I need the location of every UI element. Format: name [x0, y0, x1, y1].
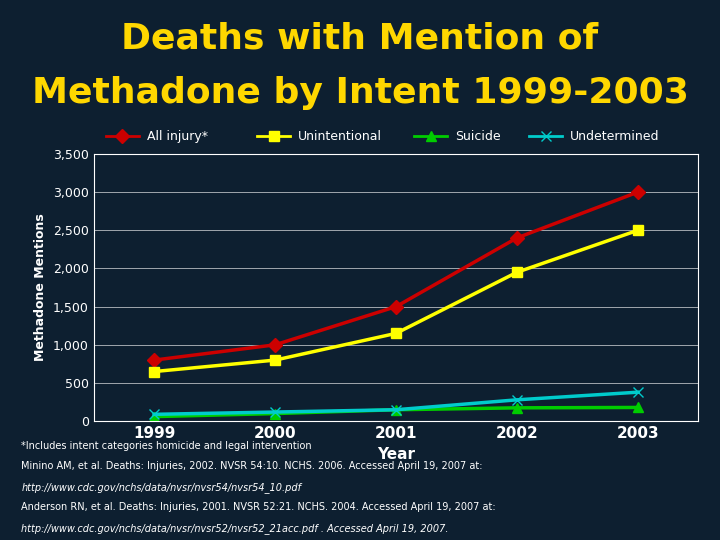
Suicide: [392, 407, 400, 413]
Suicide: [150, 414, 158, 420]
Text: Deaths with Mention of: Deaths with Mention of: [122, 21, 598, 55]
All injury*: [634, 189, 642, 195]
All injury*: [271, 342, 279, 348]
Text: Minino AM, et al. Deaths: Injuries, 2002. NVSR 54:10. NCHS. 2006. Accessed April: Minino AM, et al. Deaths: Injuries, 2002…: [22, 461, 483, 471]
Text: Methadone by Intent 1999-2003: Methadone by Intent 1999-2003: [32, 76, 688, 110]
Line: Suicide: Suicide: [149, 403, 643, 422]
Undetermined: [392, 407, 400, 413]
Unintentional: [392, 330, 400, 336]
Suicide: [634, 404, 642, 411]
Unintentional: [150, 368, 158, 375]
Undetermined: [634, 389, 642, 395]
Text: http://www.cdc.gov/nchs/data/nvsr/nvsr52/nvsr52_21acc.pdf . Accessed April 19, 2: http://www.cdc.gov/nchs/data/nvsr/nvsr52…: [22, 523, 449, 534]
Suicide: [271, 410, 279, 417]
Undetermined: [513, 396, 521, 403]
Line: Undetermined: Undetermined: [149, 387, 643, 419]
Suicide: [513, 404, 521, 411]
Y-axis label: Methadone Mentions: Methadone Mentions: [35, 214, 48, 361]
Text: Anderson RN, et al. Deaths: Injuries, 2001. NVSR 52:21. NCHS. 2004. Accessed Apr: Anderson RN, et al. Deaths: Injuries, 20…: [22, 502, 496, 512]
All injury*: [513, 235, 521, 241]
Unintentional: [271, 357, 279, 363]
Text: http://www.cdc.gov/nchs/data/nvsr/nvsr54/nvsr54_10.pdf: http://www.cdc.gov/nchs/data/nvsr/nvsr54…: [22, 482, 301, 492]
Unintentional: [513, 269, 521, 275]
Line: All injury*: All injury*: [149, 187, 643, 365]
Line: Unintentional: Unintentional: [149, 225, 643, 376]
Text: *Includes intent categories homicide and legal intervention: *Includes intent categories homicide and…: [22, 441, 312, 451]
Undetermined: [271, 409, 279, 415]
Unintentional: [634, 227, 642, 233]
All injury*: [150, 357, 158, 363]
Text: Undetermined: Undetermined: [570, 130, 660, 143]
Undetermined: [150, 411, 158, 417]
Text: Suicide: Suicide: [455, 130, 501, 143]
All injury*: [392, 303, 400, 310]
Text: All injury*: All injury*: [147, 130, 208, 143]
Text: Unintentional: Unintentional: [298, 130, 382, 143]
X-axis label: Year: Year: [377, 447, 415, 462]
